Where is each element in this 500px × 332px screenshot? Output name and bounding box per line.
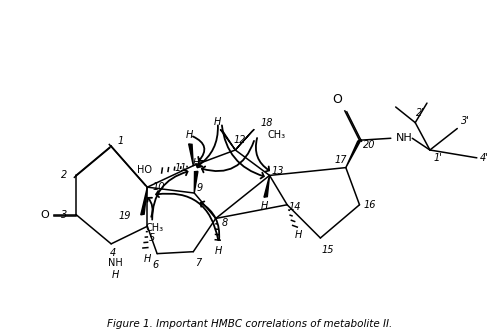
Text: H: H — [192, 158, 200, 168]
Text: 4: 4 — [110, 248, 116, 258]
Text: CH₃: CH₃ — [268, 130, 285, 140]
Text: 1: 1 — [118, 136, 124, 146]
Text: 8: 8 — [222, 218, 228, 228]
Polygon shape — [220, 129, 236, 150]
Text: 2: 2 — [61, 170, 67, 180]
Text: 10: 10 — [153, 182, 166, 192]
Text: NH: NH — [396, 133, 413, 143]
Text: H: H — [215, 246, 222, 256]
Text: 16: 16 — [363, 200, 376, 210]
Text: 11: 11 — [174, 163, 187, 173]
Text: 13: 13 — [271, 166, 283, 176]
Text: 15: 15 — [322, 245, 334, 255]
Text: 7: 7 — [195, 258, 202, 269]
Text: H: H — [144, 254, 151, 264]
Text: 5: 5 — [149, 233, 156, 243]
Polygon shape — [141, 187, 148, 215]
Text: 6: 6 — [152, 260, 158, 270]
Text: 2': 2' — [416, 108, 424, 118]
Text: 20: 20 — [363, 140, 376, 150]
Text: 14: 14 — [288, 202, 301, 212]
Text: 18: 18 — [260, 118, 273, 127]
Text: 1': 1' — [434, 153, 442, 163]
Text: HO: HO — [137, 165, 152, 175]
Text: H: H — [214, 117, 222, 126]
Text: 3: 3 — [61, 209, 67, 219]
Text: H: H — [295, 230, 302, 240]
Polygon shape — [194, 171, 198, 193]
Text: H: H — [112, 270, 119, 280]
Text: 17: 17 — [334, 155, 347, 165]
Text: Figure 1. Important HMBC correlations of metabolite II.: Figure 1. Important HMBC correlations of… — [108, 319, 393, 329]
Text: H: H — [261, 201, 268, 211]
Polygon shape — [264, 175, 270, 197]
Text: O: O — [332, 93, 342, 106]
Text: 3': 3' — [460, 116, 469, 126]
Text: CH₃: CH₃ — [145, 223, 163, 233]
Polygon shape — [346, 139, 362, 168]
Text: 19: 19 — [118, 211, 131, 221]
Polygon shape — [236, 129, 254, 150]
Text: 4': 4' — [480, 153, 489, 163]
Text: NH: NH — [108, 258, 122, 269]
Text: 9: 9 — [197, 183, 203, 193]
Polygon shape — [188, 144, 194, 166]
Text: O: O — [40, 209, 49, 219]
Text: 12: 12 — [234, 135, 246, 145]
Text: H: H — [186, 130, 193, 140]
